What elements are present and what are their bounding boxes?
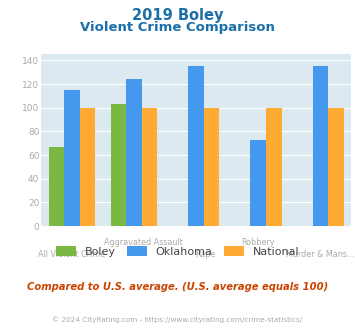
Text: Murder & Mans...: Murder & Mans... — [286, 250, 355, 259]
Text: Robbery: Robbery — [241, 238, 275, 247]
Bar — [313, 66, 328, 226]
Text: Rape: Rape — [195, 250, 216, 259]
Text: Compared to U.S. average. (U.S. average equals 100): Compared to U.S. average. (U.S. average … — [27, 282, 328, 292]
Bar — [189, 66, 204, 226]
Bar — [266, 108, 282, 226]
Text: 2019 Boley: 2019 Boley — [132, 8, 223, 23]
Text: Violent Crime Comparison: Violent Crime Comparison — [80, 21, 275, 34]
Bar — [111, 104, 126, 226]
Text: All Violent Crime: All Violent Crime — [38, 250, 105, 259]
Bar — [49, 147, 64, 226]
Bar — [64, 90, 80, 226]
Bar — [328, 108, 344, 226]
Bar — [251, 140, 266, 226]
Bar — [142, 108, 157, 226]
Legend: Boley, Oklahoma, National: Boley, Oklahoma, National — [56, 247, 299, 257]
Bar — [204, 108, 219, 226]
Bar — [80, 108, 95, 226]
Bar — [126, 79, 142, 226]
Text: © 2024 CityRating.com - https://www.cityrating.com/crime-statistics/: © 2024 CityRating.com - https://www.city… — [53, 317, 302, 323]
Text: Aggravated Assault: Aggravated Assault — [104, 238, 183, 247]
